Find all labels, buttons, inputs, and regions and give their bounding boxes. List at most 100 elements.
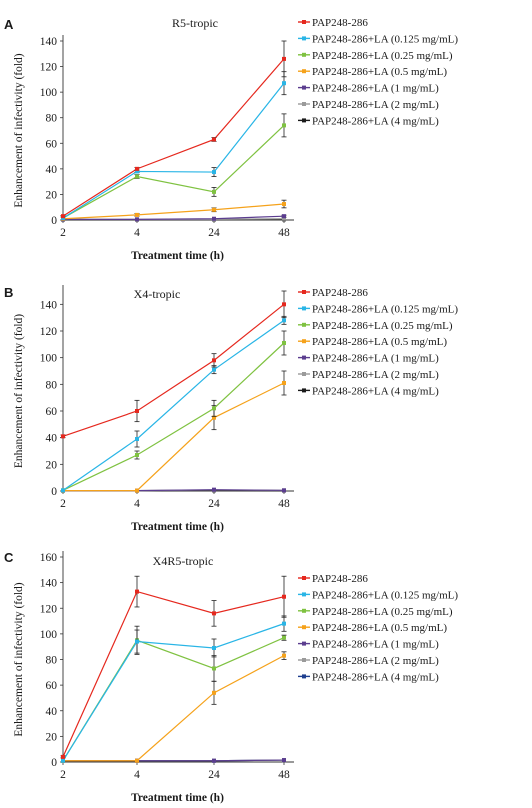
y-axis-label: Enhancement of infectivity (fold) xyxy=(13,314,25,468)
legend-item: PAP248-286+LA (1 mg/mL) xyxy=(298,83,439,95)
legend-marker xyxy=(302,608,306,613)
legend-label: PAP248-286+LA (2 mg/mL) xyxy=(312,99,439,111)
legend-item: PAP248-286+LA (2 mg/mL) xyxy=(298,655,439,667)
data-point xyxy=(212,758,216,763)
series-line xyxy=(63,655,285,762)
data-point xyxy=(282,594,286,599)
data-point xyxy=(212,358,216,363)
y-tick-label: 60 xyxy=(46,406,58,418)
data-point xyxy=(212,207,216,212)
panel-letter: A xyxy=(4,17,14,32)
data-point xyxy=(282,214,286,219)
legend-label: PAP248-286+LA (0.125 mg/mL) xyxy=(312,303,458,315)
y-tick-label: 60 xyxy=(46,138,58,150)
legend: PAP248-286 PAP248-286+LA (0.125 mg/mL) PAP… xyxy=(298,17,458,127)
legend-label: PAP248-286+LA (1 mg/mL) xyxy=(312,353,439,365)
series-line xyxy=(62,303,285,437)
legend-item: PAP248-286+LA (0.5 mg/mL) xyxy=(298,336,447,348)
series-2 xyxy=(61,71,287,221)
data-point xyxy=(282,488,286,493)
data-point xyxy=(135,174,139,179)
y-tick-label: 60 xyxy=(46,680,58,692)
y-tick-label: 0 xyxy=(51,757,57,769)
y-tick-label: 140 xyxy=(40,299,58,311)
x-tick-label: 24 xyxy=(208,498,220,510)
series-line xyxy=(62,82,285,219)
data-point xyxy=(212,487,216,492)
legend-label: PAP248-286+LA (0.125 mg/mL) xyxy=(312,33,458,45)
series-line xyxy=(62,203,285,220)
y-axis-label: Enhancement of infectivity (fold) xyxy=(13,53,25,207)
series-1 xyxy=(60,290,287,439)
legend-item: PAP248-286+LA (2 mg/mL) xyxy=(298,99,439,111)
legend-item: PAP248-286+LA (0.5 mg/mL) xyxy=(298,622,447,634)
series-1 xyxy=(60,40,287,219)
data-point xyxy=(282,653,286,658)
y-tick-label: 0 xyxy=(51,215,57,227)
data-point xyxy=(282,621,286,626)
legend-marker xyxy=(302,388,306,393)
y-tick-label: 120 xyxy=(40,603,58,615)
series-2 xyxy=(61,615,287,763)
y-tick-label: 120 xyxy=(40,326,58,338)
chart-title: X4R5-tropic xyxy=(153,554,214,568)
legend: PAP248-286 PAP248-286+LA (0.125 mg/mL) PAP… xyxy=(298,287,458,397)
data-point xyxy=(282,381,286,385)
data-point xyxy=(282,216,286,221)
y-tick-label: 80 xyxy=(46,379,58,391)
data-point xyxy=(135,453,139,457)
y-tick-label: 20 xyxy=(46,731,58,743)
data-point xyxy=(135,488,139,493)
x-tick-label: 4 xyxy=(134,227,140,239)
legend-marker xyxy=(302,118,306,123)
y-tick-label: 40 xyxy=(46,164,58,176)
legend-label: PAP248-286+LA (0.5 mg/mL) xyxy=(312,622,447,634)
legend-marker xyxy=(302,69,306,74)
data-point xyxy=(212,406,216,411)
legend-item: PAP248-286+LA (0.125 mg/mL) xyxy=(298,303,458,315)
legend-label: PAP248-286+LA (4 mg/mL) xyxy=(312,115,439,127)
series-line xyxy=(62,342,285,491)
series-1 xyxy=(60,575,287,759)
legend-item: PAP248-286+LA (0.125 mg/mL) xyxy=(298,33,458,45)
series-line xyxy=(62,623,285,762)
data-point xyxy=(135,639,139,644)
legend-item: PAP248-286+LA (0.25 mg/mL) xyxy=(298,320,453,332)
x-axis-label: Treatment time (h) xyxy=(131,521,224,533)
data-point xyxy=(212,415,216,420)
data-point xyxy=(135,166,139,171)
series-4 xyxy=(61,370,287,493)
y-tick-label: 0 xyxy=(51,486,57,498)
data-point xyxy=(212,189,216,194)
legend-marker xyxy=(302,322,306,327)
data-point xyxy=(212,611,216,616)
y-axis-label: Enhancement of infectivity (fold) xyxy=(13,582,25,736)
y-tick-label: 140 xyxy=(40,578,58,590)
legend-marker xyxy=(302,576,306,580)
legend-label: PAP248-286+LA (0.25 mg/mL) xyxy=(312,50,453,62)
legend-item: PAP248-286+LA (0.25 mg/mL) xyxy=(298,50,453,62)
legend-item: PAP248-286+LA (2 mg/mL) xyxy=(298,369,439,381)
y-tick-label: 140 xyxy=(40,36,58,48)
legend-marker xyxy=(302,658,306,662)
series-line xyxy=(62,58,285,217)
data-point xyxy=(282,302,286,307)
data-point xyxy=(282,318,286,323)
x-tick-label: 2 xyxy=(60,498,66,510)
data-point xyxy=(135,589,139,594)
series-line xyxy=(63,382,285,492)
data-point xyxy=(135,409,139,413)
y-tick-label: 160 xyxy=(40,552,58,564)
panel-letter: B xyxy=(4,285,13,300)
series-line xyxy=(63,215,285,220)
legend-item: PAP248-286 xyxy=(298,17,368,29)
legend-marker xyxy=(302,85,306,90)
legend-label: PAP248-286+LA (2 mg/mL) xyxy=(312,369,439,381)
data-point xyxy=(61,758,65,763)
legend-label: PAP248-286+LA (1 mg/mL) xyxy=(312,83,439,95)
legend-marker xyxy=(302,625,306,630)
data-point xyxy=(61,434,65,439)
